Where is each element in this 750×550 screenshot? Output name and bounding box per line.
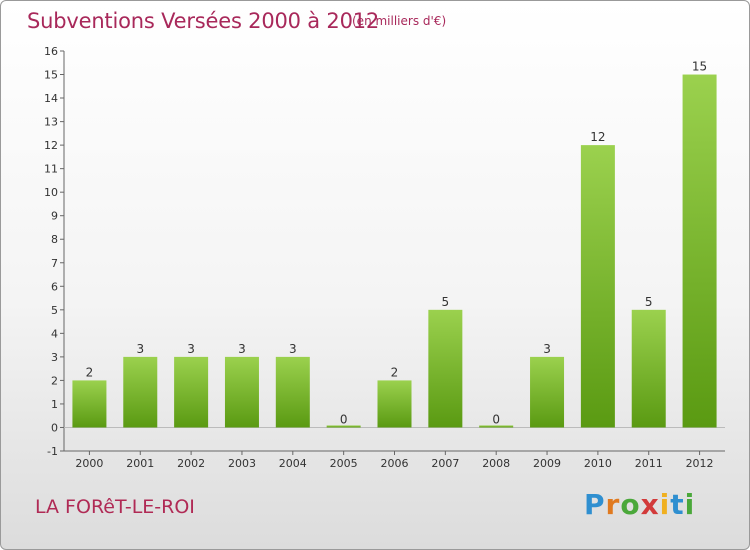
bar-2001 [123, 356, 158, 428]
proxiti-logo: Proxiti [584, 488, 696, 521]
y-tick-label: 1 [51, 398, 58, 411]
y-tick-label: 10 [44, 186, 58, 199]
chart-title: Subventions Versées 2000 à 2012 [27, 9, 380, 33]
value-label-2006: 2 [391, 365, 399, 379]
value-label-2011: 5 [645, 295, 653, 309]
x-tick-label-2004: 2004 [279, 457, 307, 470]
y-tick-label: 5 [51, 304, 58, 317]
bar-2007 [428, 309, 463, 428]
x-tick-label-2000: 2000 [75, 457, 103, 470]
x-tick-label-2006: 2006 [381, 457, 409, 470]
value-label-2012: 15 [692, 60, 707, 74]
value-label-2002: 3 [187, 342, 195, 356]
y-tick-label: 2 [51, 374, 58, 387]
y-tick-label: 9 [51, 210, 58, 223]
x-tick-label-2011: 2011 [635, 457, 663, 470]
value-label-2004: 3 [289, 342, 297, 356]
y-tick-label: -1 [47, 445, 58, 458]
value-label-2005: 0 [340, 412, 348, 426]
x-tick-label-2012: 2012 [686, 457, 714, 470]
value-label-2007: 5 [442, 295, 450, 309]
bar-2006 [377, 380, 412, 428]
chart-unit-note: (en milliers d'€) [352, 14, 447, 28]
x-tick-label-2007: 2007 [431, 457, 459, 470]
value-label-2003: 3 [238, 342, 246, 356]
value-label-2010: 12 [590, 130, 605, 144]
x-tick-label-2008: 2008 [482, 457, 510, 470]
y-tick-label: 8 [51, 233, 58, 246]
y-tick-label: 7 [51, 257, 58, 270]
bar-2004 [275, 356, 310, 428]
value-label-2008: 0 [492, 412, 500, 426]
y-tick-label: 4 [51, 327, 58, 340]
value-label-2001: 3 [136, 342, 144, 356]
bar-2005 [326, 425, 361, 428]
bar-2003 [224, 356, 259, 428]
x-tick-label-2001: 2001 [126, 457, 154, 470]
x-tick-label-2005: 2005 [330, 457, 358, 470]
y-tick-label: 13 [44, 116, 58, 129]
y-tick-label: 6 [51, 280, 58, 293]
y-tick-label: 0 [51, 421, 58, 434]
y-tick-label: 14 [44, 92, 58, 105]
x-tick-label-2002: 2002 [177, 457, 205, 470]
x-tick-label-2009: 2009 [533, 457, 561, 470]
place-name: LA FORêT-LE-ROI [35, 496, 195, 518]
bar-2009 [530, 356, 565, 428]
value-label-2000: 2 [86, 365, 94, 379]
bar-2002 [174, 356, 209, 428]
x-tick-label-2010: 2010 [584, 457, 612, 470]
value-label-2009: 3 [543, 342, 551, 356]
x-tick-label-2003: 2003 [228, 457, 256, 470]
bar-2012 [682, 74, 717, 428]
y-tick-label: 16 [44, 45, 58, 58]
bar-2011 [631, 309, 666, 428]
chart-bars [72, 74, 717, 428]
bar-2010 [580, 145, 615, 428]
y-tick-label: 3 [51, 351, 58, 364]
chart-labels: 2 2000 3 2001 3 2002 3 2003 3 2004 0 2005 2 2006 5 2007… [75, 60, 713, 470]
y-tick-label: 11 [44, 163, 58, 176]
bar-2008 [479, 425, 514, 428]
y-tick-label: 12 [44, 139, 58, 152]
y-tick-label: 15 [44, 69, 58, 82]
bar-2000 [72, 380, 107, 428]
